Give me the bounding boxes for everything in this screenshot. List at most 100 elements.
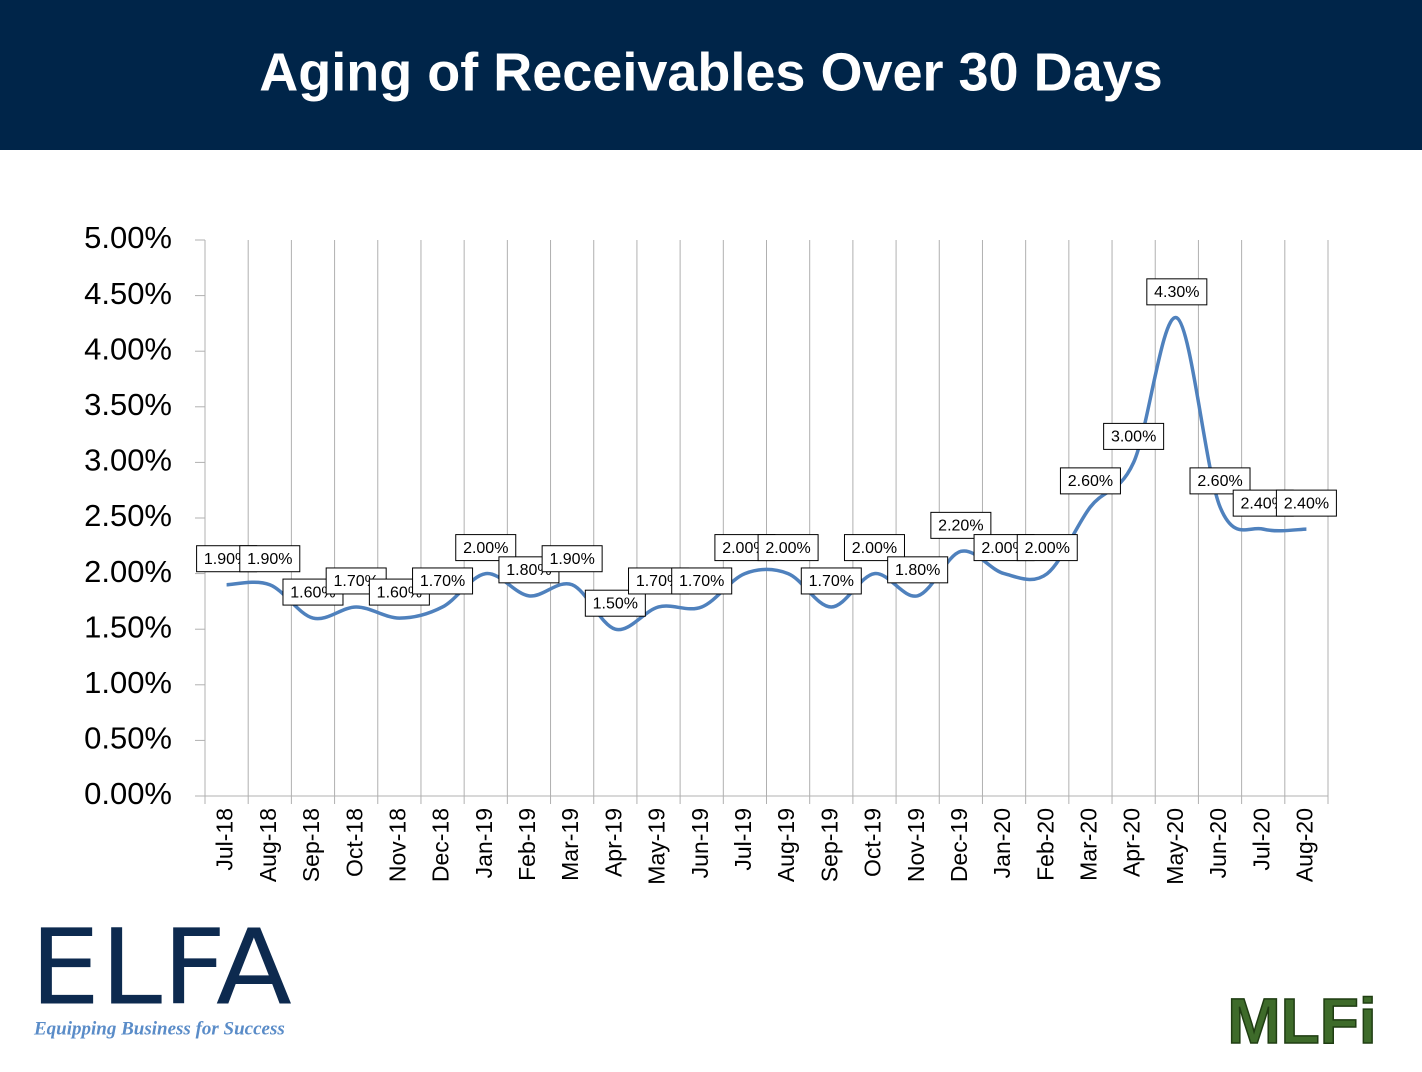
data-label-text: 1.90%	[549, 551, 594, 568]
data-label-box	[1189, 467, 1251, 495]
y-tick-label: 4.50%	[84, 276, 172, 311]
data-label-text: 1.70%	[809, 573, 854, 590]
x-tick-label: Feb-19	[514, 808, 540, 881]
x-tick-label: Jun-20	[1205, 808, 1231, 878]
x-tick-label: Nov-18	[384, 808, 410, 882]
data-label-text: 1.90%	[204, 551, 249, 568]
y-tick-label: 2.00%	[84, 554, 172, 589]
x-tick-label: May-20	[1162, 808, 1188, 885]
data-label-box	[455, 534, 517, 562]
data-label-text: 1.70%	[420, 573, 465, 590]
data-label-text: 2.40%	[1284, 495, 1329, 512]
data-label: 2.00%	[455, 534, 517, 562]
data-label-text: 1.50%	[593, 595, 638, 612]
x-tick-label: Aug-18	[255, 808, 281, 882]
data-label: 2.00%	[843, 534, 905, 562]
data-label-box	[843, 534, 905, 562]
x-tick-label: Jan-19	[471, 808, 497, 878]
x-tick-label: Oct-19	[860, 808, 886, 877]
x-tick-label: May-19	[644, 808, 670, 885]
data-label-text: 2.00%	[463, 540, 508, 557]
x-tick-label: Dec-19	[946, 808, 972, 882]
y-tick-label: 3.00%	[84, 443, 172, 478]
data-label-box	[800, 567, 862, 595]
data-label-text: 2.40%	[1241, 495, 1286, 512]
data-label: 1.70%	[412, 567, 474, 595]
y-tick-label: 1.00%	[84, 665, 172, 700]
y-tick-label: 1.50%	[84, 609, 172, 644]
x-tick-label: Mar-20	[1076, 808, 1102, 881]
data-label-text: 4.30%	[1154, 284, 1199, 301]
y-tick-label: 3.50%	[84, 387, 172, 422]
x-tick-label: Jan-20	[989, 808, 1015, 878]
data-label: 2.20%	[930, 511, 992, 539]
x-tick-label: Mar-19	[557, 808, 583, 881]
data-label: 1.90%	[239, 545, 301, 573]
data-label-text: 1.70%	[333, 573, 378, 590]
data-label: 1.90%	[541, 545, 603, 573]
data-label: 2.00%	[1016, 534, 1078, 562]
x-tick-label: Apr-20	[1119, 808, 1145, 877]
x-tick-label: Jul-20	[1248, 808, 1274, 871]
x-tick-label: Feb-20	[1032, 808, 1058, 881]
data-label-text: 1.60%	[290, 584, 335, 601]
x-tick-label: Aug-19	[773, 808, 799, 882]
data-label-text: 1.90%	[247, 551, 292, 568]
data-label-text: 2.60%	[1197, 473, 1242, 490]
data-label-text: 2.00%	[852, 540, 897, 557]
data-label: 1.70%	[800, 567, 862, 595]
x-tick-label: Dec-18	[428, 808, 454, 882]
x-tick-label: Jul-18	[212, 808, 238, 871]
data-label-box	[541, 545, 603, 573]
data-label-text: 1.70%	[636, 573, 681, 590]
x-tick-label: Nov-19	[903, 808, 929, 882]
right-logo: MLFi	[1227, 985, 1376, 1057]
data-label-text: 2.60%	[1068, 473, 1113, 490]
data-label-box	[1103, 422, 1165, 450]
data-label-box	[1146, 278, 1208, 306]
data-label-text: 2.00%	[765, 540, 810, 557]
x-tick-label: Jul-19	[730, 808, 756, 871]
chart-title: Aging of Receivables Over 30 Days	[259, 42, 1162, 102]
left-logo: ELFA	[30, 906, 292, 1028]
y-tick-label: 4.00%	[84, 331, 172, 366]
data-label-text: 1.70%	[679, 573, 724, 590]
x-tick-label: Sep-18	[298, 808, 324, 882]
y-tick-label: 5.00%	[84, 220, 172, 255]
x-tick-label: Jun-19	[687, 808, 713, 878]
left-logo-tagline: Equipping Business for Success	[33, 1018, 285, 1039]
x-tick-label: Apr-19	[600, 808, 626, 877]
x-tick-label: Oct-18	[341, 808, 367, 877]
data-label: 2.40%	[1275, 489, 1337, 517]
data-label: 4.30%	[1146, 278, 1208, 306]
data-label-text: 2.00%	[722, 540, 767, 557]
data-label: 1.80%	[887, 556, 949, 584]
data-label-text: 1.60%	[377, 584, 422, 601]
data-label-box	[1059, 467, 1121, 495]
data-label-text: 1.80%	[506, 562, 551, 579]
y-tick-label: 0.00%	[84, 776, 172, 811]
data-label-box	[412, 567, 474, 595]
data-label: 2.00%	[757, 534, 819, 562]
plot: 0.00% 0.50% 1.00% 1.50% 2.00% 2.50% 3.00% 3.50%…	[84, 220, 1337, 885]
data-label-box	[584, 589, 646, 617]
data-label-box	[757, 534, 819, 562]
data-label-box	[887, 556, 949, 584]
data-label-text: 2.00%	[981, 540, 1026, 557]
data-label-text: 1.80%	[895, 562, 940, 579]
data-label-box	[1275, 489, 1337, 517]
data-label-text: 2.00%	[1025, 540, 1070, 557]
y-tick-label: 0.50%	[84, 721, 172, 756]
data-label-box	[1016, 534, 1078, 562]
data-label: 2.60%	[1189, 467, 1251, 495]
y-tick-label: 2.50%	[84, 498, 172, 533]
data-label: 2.60%	[1059, 467, 1121, 495]
x-tick-label: Sep-19	[816, 808, 842, 882]
data-label-box	[671, 567, 733, 595]
data-label-text: 2.20%	[938, 518, 983, 535]
data-label-text: 3.00%	[1111, 429, 1156, 446]
header-band	[0, 0, 1422, 150]
data-label: 3.00%	[1103, 422, 1165, 450]
data-label-box	[930, 511, 992, 539]
